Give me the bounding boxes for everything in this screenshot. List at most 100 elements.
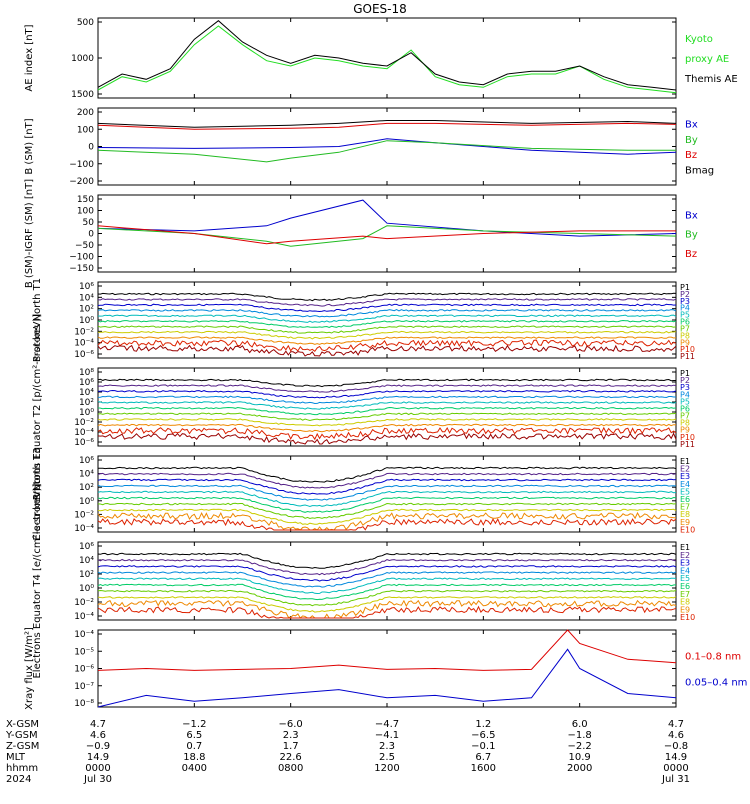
y-tick-label: 10⁻⁴ [74,339,94,349]
legend-entry: Bx [685,210,698,221]
y-tick-label: −50 [75,241,94,251]
legend-entry: E10 [680,525,695,534]
legend-entry: E4 [680,566,690,575]
legend-entry: P1 [680,369,690,378]
legend-entry: Bmag [685,166,714,177]
legend-entry: E5 [680,487,690,496]
ephemeris-value: 6.5 [186,730,202,741]
y-tick-label: 10⁰ [79,316,94,326]
y-tick-label: −150 [69,264,94,274]
ephemeris-row-label: Y-GSM [5,730,38,741]
y-axis-label: Protons Equator T2 [p/(cm²-s-sr-keV)] [32,314,43,501]
legend-entry: P3 [680,297,690,306]
channel-E1-line [97,552,677,569]
y-tick-label: 10⁻⁶ [74,350,94,360]
legend-entry: P10 [680,433,695,442]
channel-E8-line [97,508,677,526]
channel-E2-line [97,472,677,489]
y-tick-label: 10⁻⁴ [74,428,94,438]
legend-entry: E9 [680,605,690,614]
y-tick-label: −100 [69,160,94,170]
plot-title: GOES-18 [353,2,407,16]
y-tick-label: 10⁴ [79,388,94,398]
legend-entry: P10 [680,345,695,354]
channel-P9-line [97,423,677,433]
series-0-1-0-8-nm-line [97,629,677,671]
legend-entry: P4 [680,390,690,399]
channel-E4-line [97,571,677,588]
series-bx-line [97,138,677,155]
channel-E3-line [97,478,677,495]
series-by-line [97,140,676,163]
y-tick-label: 10² [79,305,94,315]
y-tick-label: 10⁻⁶ [74,438,94,448]
ephemeris-value: −0.1 [471,741,495,752]
legend-entry: By [685,135,698,146]
legend-entry: P3 [680,383,690,392]
channel-P5-line [97,314,677,323]
ephemeris-value: 18.8 [183,752,205,763]
ephemeris-value: 2.3 [283,730,299,741]
channel-P11-line [97,432,677,445]
legend-entry: E5 [680,574,690,583]
legend-entry: E7 [680,590,690,599]
channel-E3-line [97,565,677,582]
y-tick-label: 150 [77,195,94,205]
ephemeris-value: 1.7 [283,741,299,752]
y-axis-label: B (SM)-IGRF (SM) [nT] [24,179,35,288]
channel-P9-line [97,336,677,345]
y-tick-label: 10⁻⁶ [74,665,94,675]
ephemeris-value: 1200 [374,763,399,774]
channel-P7-line [97,412,677,422]
channel-P2-line [97,384,677,393]
y-tick-label: 10⁴ [79,470,94,480]
difference-line [97,199,677,237]
channel-P2-line [97,298,677,307]
legend-entry: P1 [680,283,690,292]
ephemeris-value: 1.2 [475,719,491,730]
legend-entry: P8 [680,419,690,428]
y-axis-label: B (SM) [nT] [24,118,35,174]
legend-entry: E7 [680,503,690,512]
legend-entry: 0.05–0.4 nm [685,677,747,688]
legend-entry: P2 [680,376,690,385]
panel-frame-4 [97,281,677,359]
y-tick-label: 10⁻² [74,327,94,337]
ephemeris-value: 14.9 [87,752,109,763]
channel-P3-line [97,389,677,399]
y-tick-label: 10⁴ [79,293,94,303]
legend-entry: By [685,230,698,241]
y-tick-label: 10⁶ [79,282,94,292]
channel-E8-line [97,596,677,613]
channel-P8-line [97,330,677,340]
y-tick-label: −200 [69,177,94,187]
legend-entry: P2 [680,290,690,299]
y-tick-label: 10⁰ [79,584,94,594]
series-bz-line [97,122,677,130]
y-tick-label: 10² [79,570,94,580]
y-tick-label: 10⁰ [79,408,94,418]
y-tick-label: 10⁰ [79,497,94,507]
legend-entry: Kyoto [685,34,713,45]
y-tick-label: 10⁻⁴ [74,612,94,622]
ephemeris-value: 0000 [663,763,688,774]
channel-P5-line [97,401,677,410]
channel-E9-line [97,511,677,531]
y-tick-label: 10⁻⁸ [74,699,94,709]
legend-entry: P8 [680,331,690,340]
channel-P6-line [97,319,677,329]
ephemeris-value: 1600 [471,763,496,774]
legend-entry: P5 [680,397,690,406]
channel-E1-line [98,466,677,483]
legend-entry: P7 [680,412,690,421]
legend-entry: Themis AE [684,74,738,85]
ephemeris-row-label: 2024 [6,774,31,785]
ephemeris-value: 10.9 [569,752,591,763]
series-themis-ae-line [97,20,677,91]
y-tick-label: −100 [69,253,94,263]
panel-frame-8 [97,629,677,708]
y-axis-label: Electrons North T3 [32,447,43,540]
y-tick-label: 50 [83,218,95,228]
y-axis-label: AE index [nT] [24,24,35,91]
